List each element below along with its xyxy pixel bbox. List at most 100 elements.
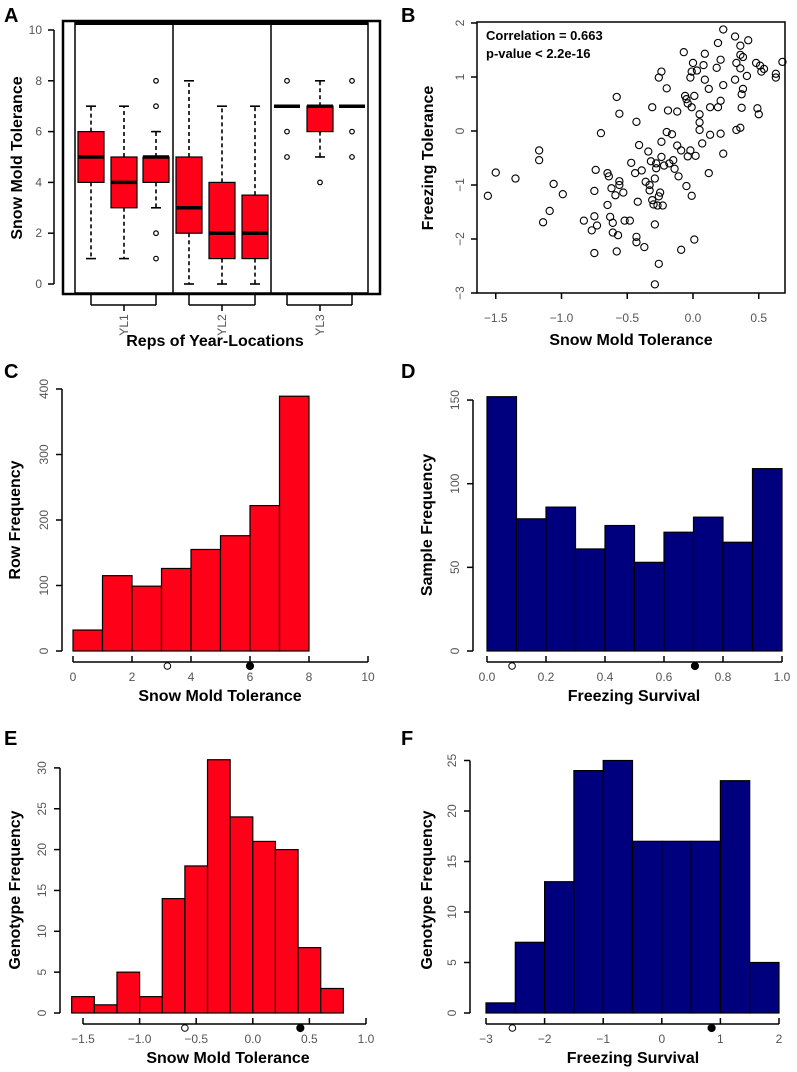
scatter-point [545,206,554,216]
y-tick-label: 0 [453,127,467,134]
histogram-bar [249,504,281,652]
p-value-annotation: p-value < 2.2e-16 [486,46,590,61]
scatter-point [713,38,723,48]
scatter-point [704,84,713,94]
scatter-point [662,127,671,137]
scatter-point [648,195,657,205]
scatter-point [615,180,624,190]
scatter-point [754,110,763,119]
histogram-bar [486,396,518,652]
scatter-point [753,104,762,113]
x-axis-title: Freezing Survival [567,1050,700,1067]
x-tick-label: 0.5 [750,311,767,325]
histogram-bar [229,816,254,1014]
scatter-point [611,191,620,200]
histogram-bar [690,840,721,1014]
histogram-bar [131,585,163,652]
scatter-point [682,94,691,104]
scatter-point [690,91,699,101]
scatter-point [677,245,686,254]
scatter-point [670,164,679,173]
y-tick-label: 0 [445,1009,459,1016]
box [306,105,334,133]
y-axis-title: Genotype Frequency [419,810,436,969]
scatter-point [659,161,669,170]
scatter-point [679,48,688,57]
histogram-bar [71,996,95,1014]
y-tick-label: 0 [448,647,462,654]
histogram-bar [574,548,606,652]
scatter-point [612,247,621,256]
scatter-point [695,125,704,135]
histogram-bar [573,769,604,1014]
scatter-point [590,186,599,196]
box [241,194,269,260]
histogram-bar [751,468,783,652]
scatter-point [645,180,654,190]
histogram-bar [93,1004,118,1014]
scatter-point [534,156,544,165]
scatter-point [655,188,665,197]
histogram-bar [206,759,231,1014]
y-tick-label: 15 [445,855,459,869]
scatter-point [620,216,629,225]
y-tick-label: 0 [35,1009,49,1016]
scatter-point [712,63,721,72]
scatter-point [737,90,746,99]
scatter-point [738,52,748,62]
y-tick-label: 8 [35,74,42,88]
scatter-point [771,73,780,82]
histogram-bar [252,840,277,1014]
scatter-point [771,69,780,78]
scatter-point [688,58,698,68]
x-tick-label: −1 [596,1032,610,1046]
scatter-point [682,181,691,191]
histogram-bar [184,865,209,1014]
scatter-point [650,280,660,289]
scatter-point [607,184,616,193]
x-tick-label: −0.5 [615,311,639,325]
x-axis-title: Snow Mold Tolerance [549,332,712,349]
scatter-point [698,139,707,148]
y-tick-label: 25 [445,754,459,768]
scatter-point [705,130,715,139]
scatter-point [657,67,666,76]
outlier-point [284,128,290,135]
histogram-bar [274,848,299,1014]
scatter-point [650,174,660,183]
x-tick-label: 1.0 [358,1032,375,1046]
y-tick-label: 150 [448,390,462,410]
scatter-point [716,55,725,64]
scatter-point [579,216,589,225]
y-tick-label: 20 [35,843,49,857]
filled-marker [296,1023,305,1033]
histogram-bar [515,518,547,652]
y-tick-label: 30 [35,761,49,775]
histogram-bar [116,971,141,1014]
scatter-point [596,129,606,138]
y-tick-label: 50 [448,560,462,574]
scatter-point [657,152,666,162]
scatter-point [695,118,704,127]
scatter-point [686,146,695,155]
scatter-point [699,60,708,70]
scatter-point [640,242,649,252]
y-tick-label: 100 [448,473,462,493]
scatter-point [759,64,769,74]
outlier-point [153,77,159,84]
scatter-point [612,92,621,102]
box [142,156,170,183]
histogram-bar [101,575,133,652]
scatter-point [742,71,752,81]
scatter-point [587,226,596,235]
x-axis-title: Snow Mold Tolerance [146,1050,309,1067]
panel-letter-f: F [401,728,413,750]
scatter-point [674,172,683,181]
histogram-bar [719,780,751,1014]
scatter-point [716,96,725,105]
scatter-point [627,158,636,168]
x-tick-label: 0 [658,1032,665,1046]
scatter-point [686,73,695,82]
plot-frame [476,21,786,294]
y-tick-label: 5 [445,959,459,966]
